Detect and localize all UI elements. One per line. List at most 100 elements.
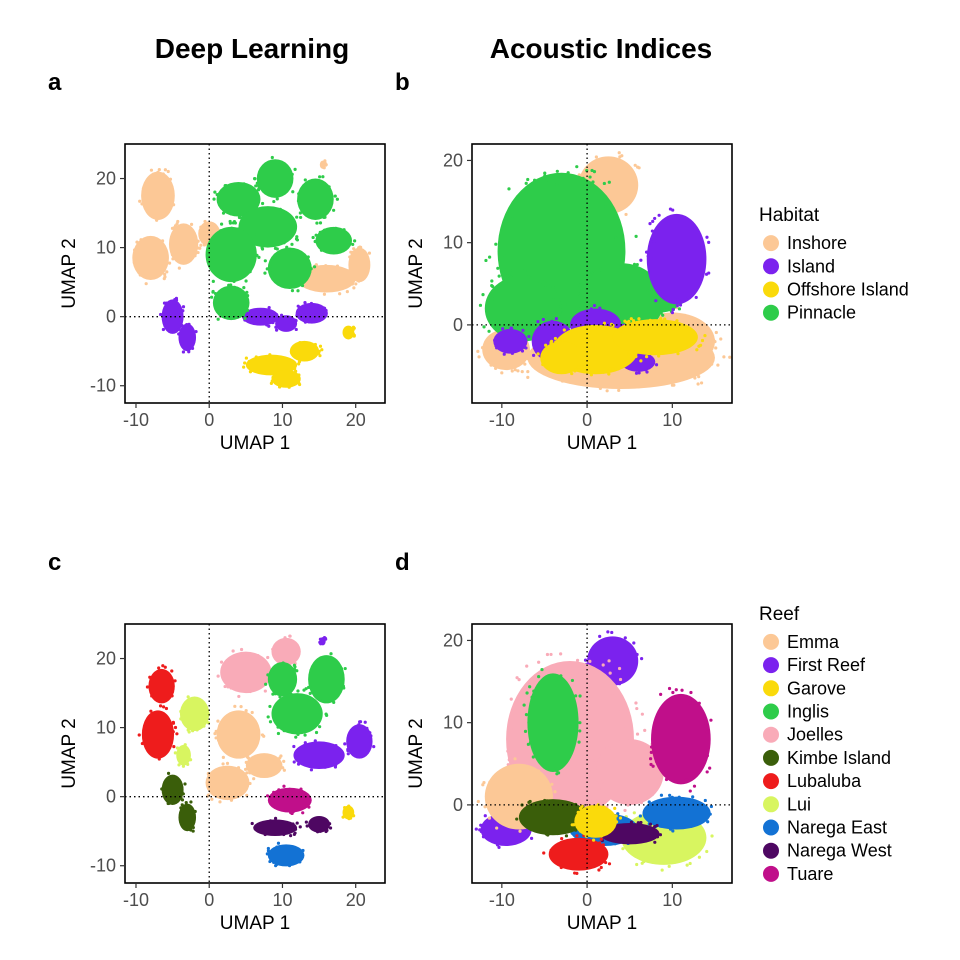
data-point [283,636,287,640]
data-point [265,323,269,327]
data-point [618,265,623,269]
data-point [544,343,548,347]
data-point [598,841,602,845]
data-point [677,795,681,799]
cluster-narega-east [267,844,305,867]
data-point [149,709,153,713]
data-point [578,694,582,698]
data-point [349,250,353,254]
plot-area: -10 0 10 20 -10 0 10 20 UMAP 1 UMAP 2 [59,143,386,454]
data-point [147,715,151,719]
data-point [594,766,598,770]
y-tick-label: 20 [96,649,116,669]
x-axis-label: UMAP 1 [220,433,290,454]
data-point [265,267,269,271]
data-point [618,329,623,333]
data-point [530,192,534,196]
data-point [513,757,517,761]
data-point [523,729,528,733]
data-point [575,717,579,721]
data-point [696,382,700,386]
legend-swatch [763,796,779,813]
data-point [140,272,145,277]
data-point [644,354,649,359]
data-point [685,863,689,867]
data-point [578,829,583,833]
data-point [491,285,495,289]
data-point [328,826,333,830]
data-point [137,733,141,737]
data-point [597,868,601,872]
data-point [175,746,180,750]
data-point [281,210,285,214]
data-point [270,669,274,673]
cluster-offshore-island [271,369,301,388]
data-point [496,266,500,270]
data-point [327,185,331,189]
data-point [318,637,323,641]
data-point [562,758,567,762]
data-point [157,168,161,172]
data-point [613,214,617,219]
data-point [668,793,672,797]
data-point [591,759,595,763]
legend-swatch [763,657,779,674]
x-tick-label: -10 [123,410,149,430]
data-point [183,743,187,747]
data-point [692,784,697,788]
data-point [203,219,207,224]
data-point [293,831,297,835]
data-point [698,343,703,347]
data-point [616,319,621,323]
data-point [155,218,159,222]
data-point [617,207,621,211]
data-point [162,301,167,305]
data-point [268,353,272,357]
data-point [495,346,499,350]
cluster-inglis [267,661,298,697]
data-point [163,324,167,328]
data-point [594,155,598,159]
data-point [559,840,563,845]
data-point [547,178,551,182]
data-point [531,755,535,759]
data-point [481,783,485,787]
data-point [256,184,261,188]
data-point [181,309,185,313]
data-point [171,257,175,261]
data-point [223,684,227,689]
data-point [248,689,252,694]
x-tick-label: -10 [489,410,515,430]
data-point [613,741,617,745]
data-point [705,770,709,774]
cluster-pinnacle [212,285,250,321]
data-point [171,721,176,725]
data-point [654,363,659,367]
data-point [604,860,608,865]
data-point [309,267,313,271]
data-point [607,862,612,866]
y-tick-label: 0 [453,315,463,335]
data-point [292,744,296,749]
data-point [303,178,307,182]
data-point [572,804,576,809]
data-point [578,283,582,288]
data-point [177,327,181,331]
data-point [658,823,662,827]
data-point [487,816,492,820]
data-point [607,180,611,184]
data-point [560,379,565,383]
data-point [322,166,326,170]
data-point [710,362,714,366]
data-point [550,319,554,323]
data-point [328,822,332,826]
plot-area: -10 0 10 20 -10 0 10 20 UMAP 1 UMAP 2 [59,623,386,934]
data-point [357,279,361,283]
data-point [588,659,592,663]
data-point [664,777,669,782]
data-point [188,758,193,762]
data-point [654,299,658,303]
data-point [145,685,150,689]
data-point [639,359,643,363]
